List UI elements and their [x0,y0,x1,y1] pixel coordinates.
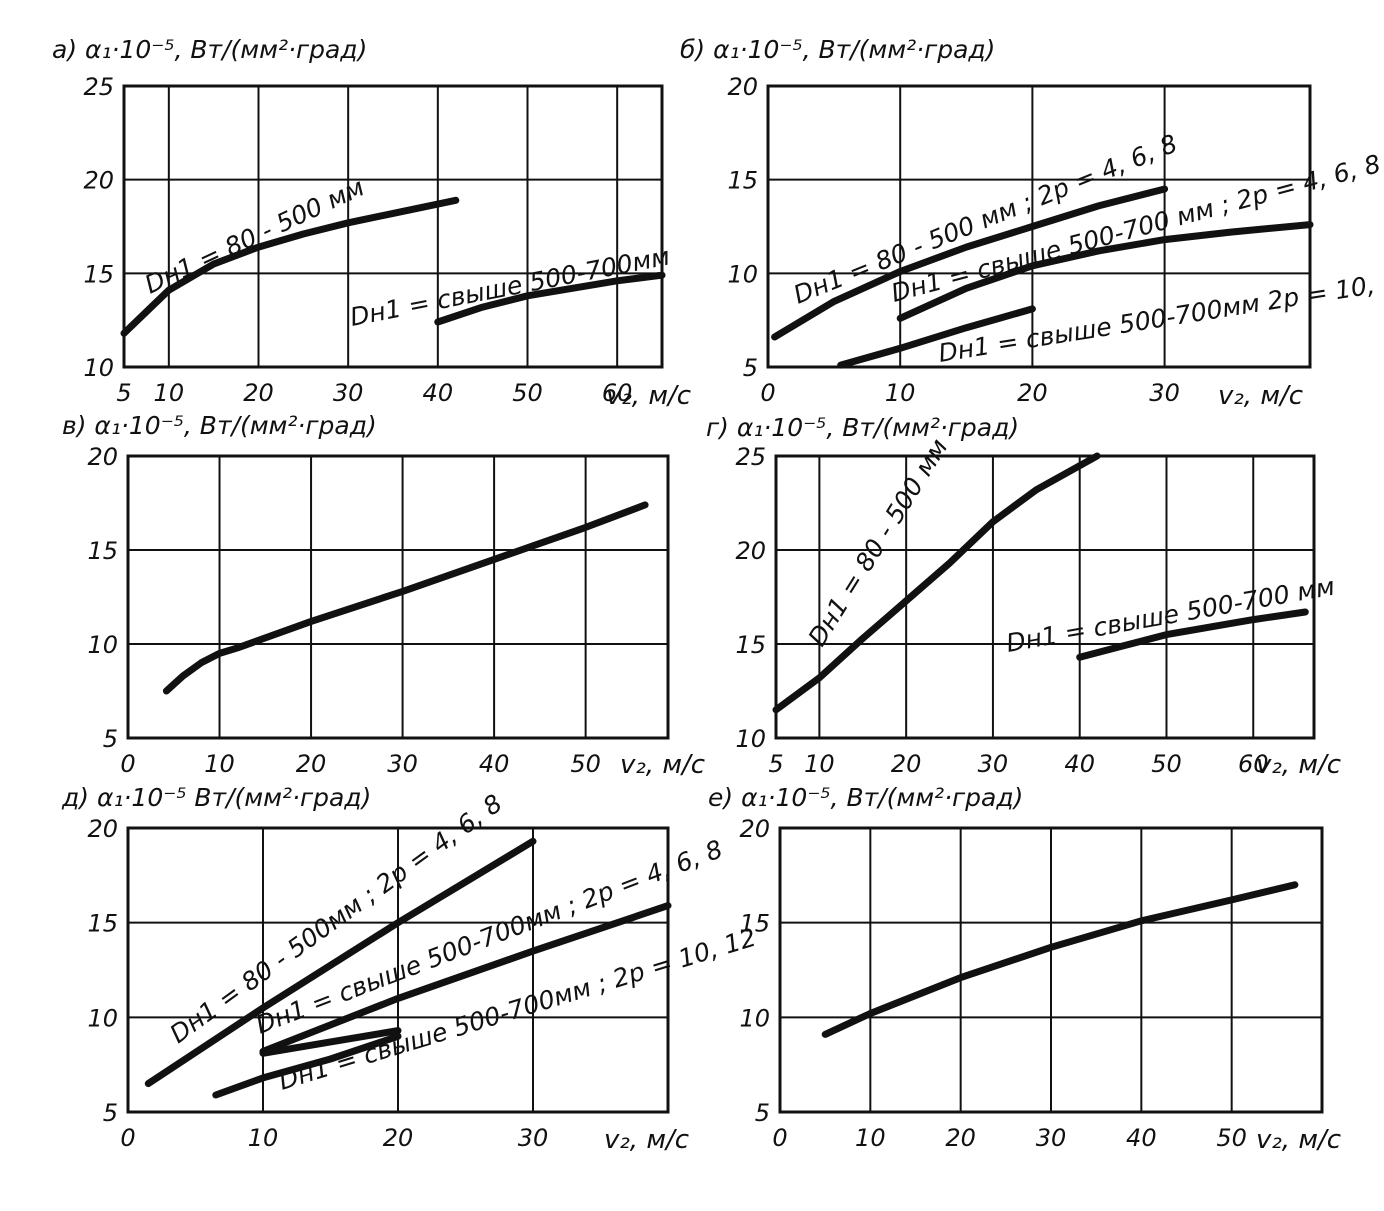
series-line-a-0 [120,196,460,337]
x-tick-label: 50 [512,379,543,407]
x-tick-label: 40 [423,379,454,407]
y-tick-label: 10 [739,1004,770,1032]
x-tick-label: 60 [1238,750,1269,778]
chart-title: в) α₁·10⁻⁵, Вт/(мм²·град) [62,411,377,440]
y-tick-label: 20 [735,537,766,565]
plot-frame [126,454,670,740]
plot-frame [122,84,664,369]
chart-title: г) α₁·10⁻⁵, Вт/(мм²·град) [706,413,1019,442]
y-tick-label: 25 [83,73,114,101]
chart-title: е) α₁·10⁻⁵, Вт/(мм²·град) [708,783,1023,812]
chart-title: д) α₁·10⁻⁵ Вт/(мм²·град) [61,783,371,812]
x-axis-label: v₂, м/с [606,381,691,411]
x-tick-label: 10 [885,379,916,407]
y-tick-label: 25 [735,443,766,471]
x-tick-label: 50 [1151,750,1182,778]
series-label: Dн1 = 80 - 500 мм [140,172,368,299]
y-tick-label: 5 [743,354,758,382]
x-tick-label: 0 [760,379,775,407]
y-tick-label: 15 [735,631,766,659]
y-tick-label: 15 [87,537,118,565]
series-line-g-0 [772,452,1101,714]
x-tick-label: 10 [855,1124,886,1152]
x-tick-label: 5 [768,750,783,778]
x-tick-label: 10 [804,750,835,778]
y-tick-label: 20 [87,815,118,843]
x-tick-label: 20 [296,750,327,778]
series-line-d-3 [212,1032,402,1099]
y-tick-label: 20 [83,167,114,195]
series-line-v-0 [162,501,649,695]
chart-panel-b: 0 10 20 30 5 10 15 20 б) α₁·10⁻⁵, Вт/(мм²·град) v… [680,35,1314,411]
x-tick-label: 0 [120,750,135,778]
y-tick-label: 15 [727,167,758,195]
y-tick-label: 20 [87,443,118,471]
chart-panel-e: 0 10 20 30 40 50 5 10 15 20 е) α₁·10⁻⁵, Вт/(мм²·гр… [708,783,1341,1155]
y-tick-label: 5 [755,1099,770,1127]
y-tick-label: 15 [739,910,770,938]
y-tick-label: 5 [103,725,118,753]
x-tick-label: 40 [479,750,510,778]
y-tick-label: 15 [83,260,114,288]
series-line-g-1 [1076,608,1309,661]
x-axis-label: v₂, м/с [604,1125,689,1155]
chart-title: а) α₁·10⁻⁵, Вт/(мм²·град) [52,35,367,64]
x-tick-label: 20 [1017,379,1048,407]
chart-panel-d: 0 10 20 30 5 10 15 20 д) α₁·10⁻⁵ Вт/(мм²·град) v₂… [61,783,689,1155]
series-line-a-1 [434,271,666,326]
x-tick-label: 10 [248,1124,279,1152]
x-axis-label: v₂, м/с [1218,381,1303,411]
x-tick-label: 20 [945,1124,976,1152]
y-tick-label: 15 [87,910,118,938]
series-label: Dн1 = 80 - 500 мм [802,434,953,652]
x-tick-label: 50 [1216,1124,1247,1152]
series-label: Dн1 = свыше 500-700мм [348,241,673,331]
x-tick-label: 30 [333,379,364,407]
y-tick-label: 20 [727,73,758,101]
x-tick-label: 0 [772,1124,787,1152]
series-line-b-1 [896,221,1314,322]
x-tick-label: 40 [1064,750,1095,778]
chart-panel-v: 0 10 20 30 40 50 5 10 15 20 в) α₁·10⁻⁵, Вт/(мм²·гр… [62,411,705,780]
series-line-d-1 [259,902,672,1055]
x-tick-label: 20 [383,1124,414,1152]
x-tick-label: 10 [204,750,235,778]
series-label: Dн1 = свыше 500-700мм ; 2p = 10, 12 [275,923,759,1096]
x-tick-label: 30 [387,750,418,778]
plot-frame [774,454,1316,740]
chart-title: б) α₁·10⁻⁵, Вт/(мм²·град) [680,35,995,64]
series-line-b-2 [837,305,1036,369]
x-tick-label: 5 [116,379,131,407]
y-tick-label: 5 [103,1099,118,1127]
x-tick-label: 30 [1036,1124,1067,1152]
x-tick-label: 20 [243,379,274,407]
x-tick-label: 0 [120,1124,135,1152]
x-tick-label: 30 [978,750,1009,778]
y-tick-label: 10 [727,260,758,288]
y-tick-label: 20 [739,815,770,843]
x-tick-label: 40 [1126,1124,1157,1152]
x-axis-label: v₂, м/с [620,750,705,780]
series-line-b-0 [771,185,1169,341]
series-line-d-2 [259,1027,402,1057]
x-tick-label: 30 [1149,379,1180,407]
y-tick-label: 10 [735,725,766,753]
plot-frame [778,826,1324,1114]
x-tick-label: 20 [891,750,922,778]
x-axis-label: v₂, м/с [1256,1125,1341,1155]
x-tick-label: 50 [570,750,601,778]
plot-frame [126,826,670,1114]
x-axis-label: v₂, м/с [1256,750,1341,780]
x-tick-label: 30 [518,1124,549,1152]
y-tick-label: 10 [83,354,114,382]
series-line-d-0 [144,837,537,1088]
y-tick-label: 10 [87,1004,118,1032]
series-line-e-0 [821,881,1299,1038]
x-tick-label: 10 [154,379,185,407]
y-tick-label: 10 [87,631,118,659]
x-tick-label: 60 [602,379,633,407]
